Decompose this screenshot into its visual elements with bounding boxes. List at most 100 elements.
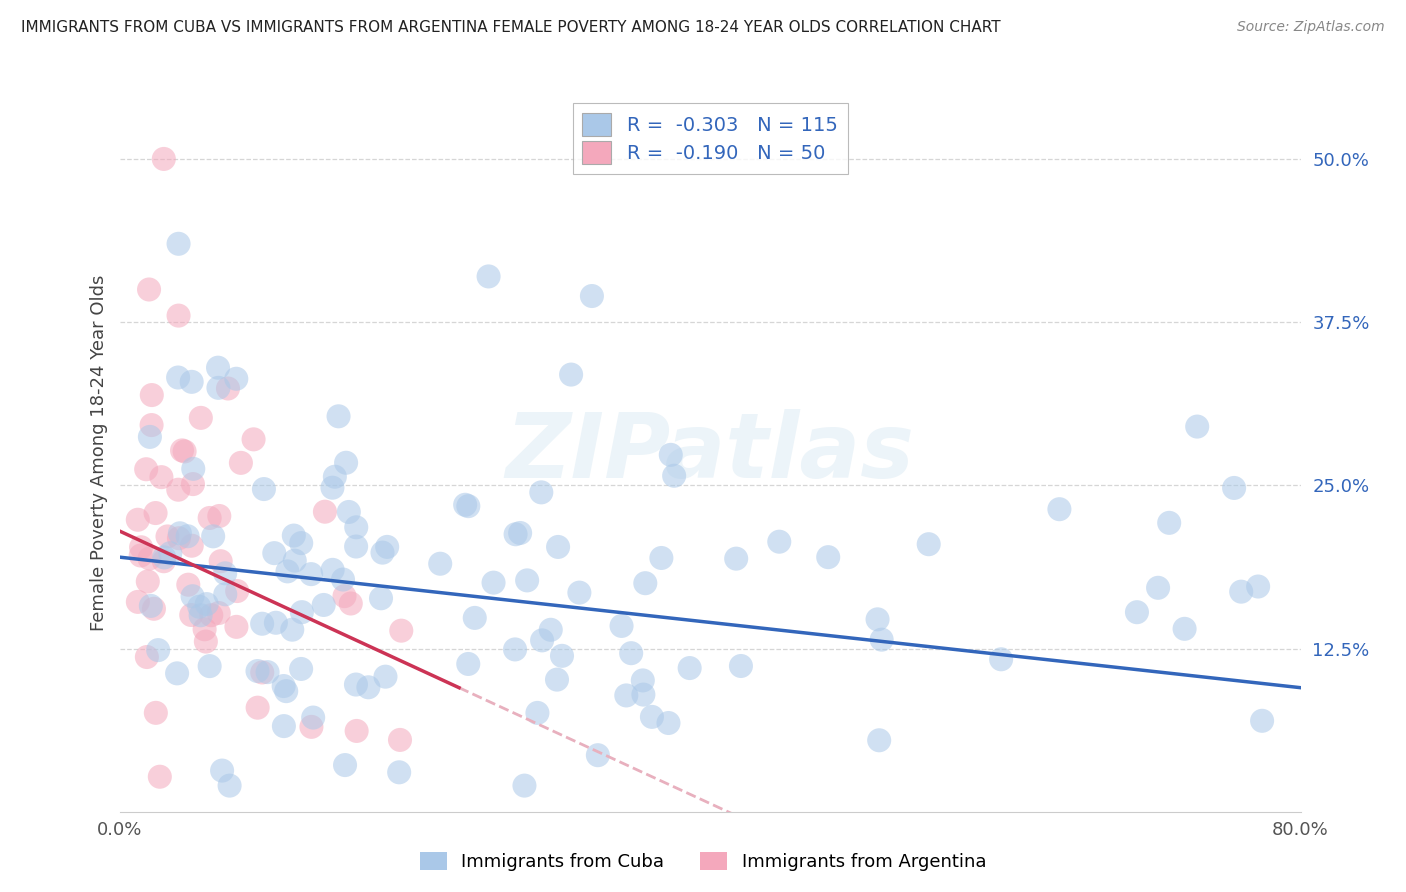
Point — [641, 710, 664, 724]
Point — [256, 665, 278, 680]
Point — [167, 370, 190, 384]
Point — [202, 529, 225, 543]
Point — [283, 528, 305, 542]
Point — [870, 632, 893, 647]
Point — [273, 719, 295, 733]
Point — [990, 652, 1012, 666]
Point — [139, 430, 162, 444]
Point — [208, 508, 231, 523]
Point — [217, 382, 239, 396]
Point — [1247, 580, 1270, 594]
Point — [1147, 581, 1170, 595]
Point — [153, 152, 174, 166]
Point — [768, 534, 790, 549]
Point — [1251, 714, 1274, 728]
Text: IMMIGRANTS FROM CUBA VS IMMIGRANTS FROM ARGENTINA FEMALE POVERTY AMONG 18-24 YEA: IMMIGRANTS FROM CUBA VS IMMIGRANTS FROM … — [21, 20, 1001, 35]
Point — [135, 462, 157, 476]
Point — [242, 433, 264, 447]
Point — [1174, 622, 1197, 636]
Point — [540, 623, 562, 637]
Point — [322, 563, 344, 577]
Point — [149, 770, 172, 784]
Point — [374, 670, 396, 684]
Point — [725, 551, 748, 566]
Point — [218, 779, 240, 793]
Point — [477, 269, 501, 284]
Point — [166, 666, 188, 681]
Point — [1159, 516, 1181, 530]
Point — [389, 624, 412, 638]
Point — [301, 720, 323, 734]
Point — [634, 576, 657, 591]
Point — [581, 289, 603, 303]
Point — [299, 567, 322, 582]
Point — [190, 608, 212, 623]
Point — [150, 470, 173, 484]
Point — [214, 587, 236, 601]
Point — [526, 706, 548, 720]
Point — [357, 680, 380, 694]
Point — [226, 584, 249, 599]
Point — [375, 540, 398, 554]
Point — [138, 551, 160, 566]
Point — [276, 565, 298, 579]
Point — [180, 375, 202, 389]
Point — [152, 554, 174, 568]
Point — [281, 623, 304, 637]
Point — [211, 764, 233, 778]
Point — [335, 456, 357, 470]
Point — [198, 511, 221, 525]
Point — [1185, 419, 1208, 434]
Point — [167, 531, 190, 545]
Point — [127, 595, 149, 609]
Point — [551, 648, 574, 663]
Legend: R =  -0.303   N = 115, R =  -0.190   N = 50: R = -0.303 N = 115, R = -0.190 N = 50 — [572, 103, 848, 174]
Point — [180, 607, 202, 622]
Point — [314, 505, 336, 519]
Point — [273, 679, 295, 693]
Point — [264, 615, 287, 630]
Point — [509, 526, 531, 541]
Point — [344, 540, 367, 554]
Point — [208, 606, 231, 620]
Point — [620, 646, 643, 660]
Point — [457, 499, 479, 513]
Point — [503, 642, 526, 657]
Point — [679, 661, 702, 675]
Point — [209, 554, 232, 568]
Point — [631, 673, 654, 688]
Point — [1223, 481, 1246, 495]
Point — [370, 591, 392, 606]
Point — [333, 758, 356, 772]
Point — [513, 779, 536, 793]
Point — [252, 665, 274, 680]
Point — [207, 360, 229, 375]
Point — [464, 611, 486, 625]
Point — [610, 619, 633, 633]
Point — [181, 477, 204, 491]
Point — [181, 462, 204, 476]
Point — [145, 506, 167, 520]
Point — [482, 575, 505, 590]
Point — [180, 539, 202, 553]
Point — [333, 589, 356, 603]
Point — [371, 546, 394, 560]
Point — [188, 599, 211, 614]
Point — [291, 605, 314, 619]
Point — [918, 537, 941, 551]
Point — [586, 748, 609, 763]
Point — [176, 529, 198, 543]
Point — [614, 689, 637, 703]
Point — [1126, 605, 1149, 619]
Point — [339, 597, 361, 611]
Point — [866, 612, 889, 626]
Point — [153, 550, 176, 565]
Point — [290, 536, 312, 550]
Point — [170, 443, 193, 458]
Point — [344, 520, 367, 534]
Text: Source: ZipAtlas.com: Source: ZipAtlas.com — [1237, 20, 1385, 34]
Point — [194, 634, 217, 648]
Point — [276, 684, 298, 698]
Point — [530, 485, 553, 500]
Point — [328, 409, 350, 424]
